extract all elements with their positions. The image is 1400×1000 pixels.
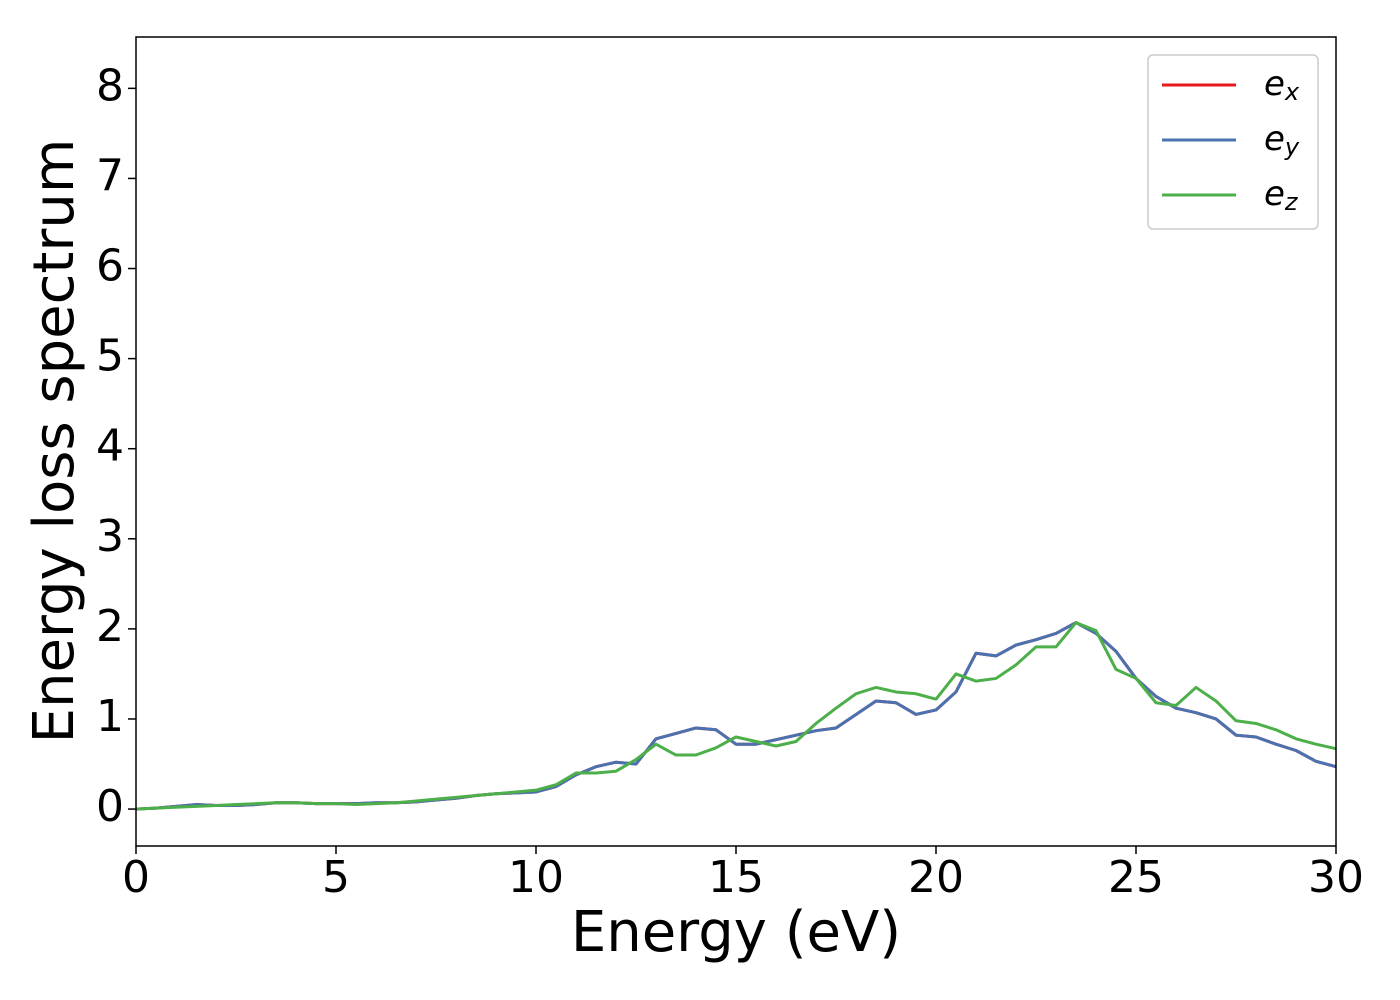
legend-label: ez: [1264, 174, 1299, 217]
y-tick-label: 1: [96, 691, 124, 742]
x-tick-label: 0: [122, 852, 150, 903]
y-tick-label: 6: [96, 241, 124, 292]
y-tick-label: 0: [96, 781, 124, 832]
y-axis-label: Energy loss spectrum: [22, 139, 87, 744]
legend-label: ey: [1264, 119, 1300, 162]
x-tick-label: 10: [508, 852, 564, 903]
y-tick-label: 8: [96, 60, 124, 111]
x-tick-label: 20: [908, 852, 964, 903]
x-tick-label: 15: [708, 852, 764, 903]
y-tick-label: 5: [96, 331, 124, 382]
y-tick-label: 4: [96, 421, 124, 472]
x-tick-label: 25: [1108, 852, 1164, 903]
y-tick-label: 3: [96, 511, 124, 562]
x-tick-label: 5: [322, 852, 350, 903]
y-tick-label: 2: [96, 601, 124, 652]
series-line: [135, 621, 1337, 811]
y-tick-label: 7: [96, 150, 124, 201]
x-tick-label: 30: [1308, 852, 1364, 903]
legend-box: [1147, 54, 1319, 230]
legend-label: ex: [1264, 64, 1300, 107]
series-line: [135, 621, 1337, 811]
x-axis-label: Energy (eV): [571, 900, 901, 965]
series-line: [135, 621, 1337, 811]
plot-frame: [135, 36, 1337, 847]
